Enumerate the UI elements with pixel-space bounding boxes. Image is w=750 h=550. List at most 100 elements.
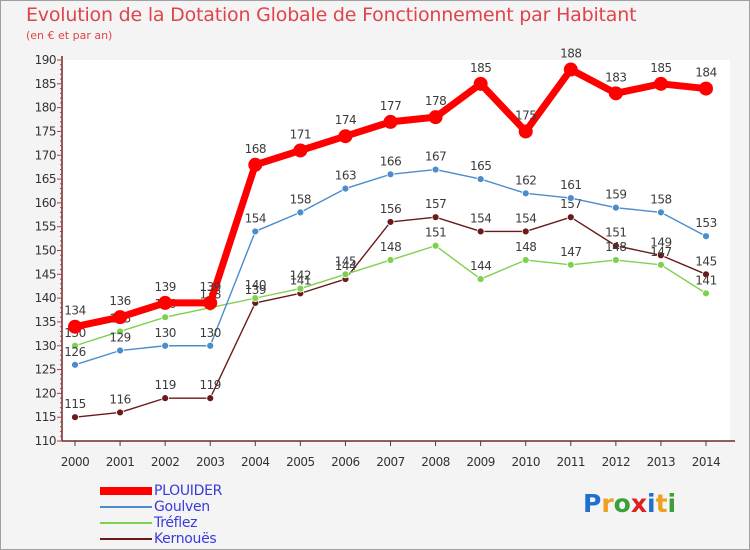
data-point-kernous xyxy=(521,227,530,236)
legend-item-plouider: PLOUIDER xyxy=(100,483,300,499)
data-point-goulven xyxy=(702,232,710,241)
data-label-goulven: 130 xyxy=(200,326,221,340)
logo-letter: o xyxy=(613,489,631,518)
x-tick-label: 2014 xyxy=(692,455,721,469)
logo-letter: x xyxy=(630,489,647,518)
chart-title: Evolution de la Dotation Globale de Fonc… xyxy=(26,4,637,26)
data-point-goulven xyxy=(251,227,260,236)
data-label-kernous: 144 xyxy=(335,259,356,273)
data-point-plouider xyxy=(158,295,173,310)
data-label-trflez: 144 xyxy=(470,259,491,273)
data-label-goulven: 158 xyxy=(650,192,671,206)
data-label-plouider: 175 xyxy=(515,108,536,122)
data-label-kernous: 156 xyxy=(380,202,401,216)
proxiti-logo: Proxiti xyxy=(583,489,676,518)
data-label-goulven: 158 xyxy=(290,192,311,206)
data-label-goulven: 130 xyxy=(154,326,175,340)
data-point-goulven xyxy=(341,184,350,193)
data-point-trflez xyxy=(566,260,575,269)
data-label-kernous: 145 xyxy=(695,254,716,268)
data-point-kernous xyxy=(566,213,575,222)
data-label-goulven: 159 xyxy=(605,188,626,202)
data-label-plouider: 136 xyxy=(109,294,130,308)
data-point-plouider xyxy=(608,86,623,101)
data-point-trflez xyxy=(161,313,170,322)
data-point-trflez xyxy=(386,256,395,264)
data-label-goulven: 165 xyxy=(470,159,491,173)
data-point-trflez xyxy=(476,275,485,283)
data-point-trflez xyxy=(521,256,530,264)
data-label-kernous: 157 xyxy=(560,197,581,211)
data-point-goulven xyxy=(386,170,395,179)
y-tick-label: 185 xyxy=(35,77,56,91)
x-tick-label: 2009 xyxy=(466,455,495,469)
y-tick-label: 110 xyxy=(35,434,56,448)
legend-label-plouider: PLOUIDER xyxy=(154,483,223,499)
data-label-plouider: 134 xyxy=(64,304,85,318)
data-label-plouider: 183 xyxy=(605,70,626,84)
data-label-kernous: 139 xyxy=(245,283,266,297)
data-label-kernous: 116 xyxy=(109,392,130,406)
legend-item-goulven: Goulven xyxy=(100,499,300,515)
data-label-trflez: 142 xyxy=(290,269,311,283)
data-label-plouider: 184 xyxy=(695,66,716,80)
data-point-plouider xyxy=(428,110,443,125)
data-label-trflez: 140 xyxy=(245,278,266,292)
data-point-plouider xyxy=(68,319,82,334)
data-point-trflez xyxy=(431,241,440,250)
data-point-kernous xyxy=(161,394,170,403)
data-label-kernous: 119 xyxy=(154,378,175,392)
data-label-plouider: 178 xyxy=(425,94,446,108)
x-tick-label: 2005 xyxy=(286,455,315,469)
data-label-plouider: 168 xyxy=(245,142,266,156)
data-point-kernous xyxy=(702,270,710,279)
logo-letter: i xyxy=(647,489,656,518)
x-tick-label: 2010 xyxy=(511,455,540,469)
data-label-kernous: 151 xyxy=(605,226,626,240)
data-label-trflez: 145 xyxy=(335,254,356,268)
data-label-plouider: 139 xyxy=(154,280,175,294)
data-label-trflez: 151 xyxy=(425,226,446,240)
x-tick-label: 2007 xyxy=(376,455,405,469)
y-tick-label: 145 xyxy=(35,267,56,281)
data-point-plouider xyxy=(113,310,128,325)
data-point-goulven xyxy=(71,360,79,369)
data-label-kernous: 119 xyxy=(200,378,221,392)
data-point-goulven xyxy=(476,175,485,183)
x-tick-label: 2000 xyxy=(61,455,90,469)
data-label-trflez: 147 xyxy=(650,245,671,259)
data-label-plouider: 185 xyxy=(650,61,671,75)
legend-swatch-plouider xyxy=(100,487,152,495)
data-point-trflez xyxy=(116,327,124,336)
data-point-goulven xyxy=(161,341,170,350)
x-tick-label: 2002 xyxy=(151,455,180,469)
data-point-goulven xyxy=(431,165,440,174)
legend-item-treflez: Tréflez xyxy=(100,515,300,531)
data-point-goulven xyxy=(116,346,124,355)
x-tick-label: 2003 xyxy=(196,455,225,469)
logo-letter: i xyxy=(667,489,677,518)
y-tick-label: 120 xyxy=(35,386,56,400)
chart-legend: PLOUIDER Goulven Tréflez Kernouës xyxy=(100,483,300,547)
data-point-kernous xyxy=(206,394,215,403)
x-tick-label: 2001 xyxy=(106,455,135,469)
data-label-trflez: 148 xyxy=(380,240,401,254)
x-tick-label: 2011 xyxy=(557,455,586,469)
legend-label-treflez: Tréflez xyxy=(154,515,198,531)
data-point-goulven xyxy=(566,194,575,203)
legend-label-goulven: Goulven xyxy=(154,499,210,515)
data-point-plouider xyxy=(473,76,488,91)
data-point-kernous xyxy=(611,241,620,250)
data-point-trflez xyxy=(657,260,665,269)
data-label-goulven: 166 xyxy=(380,154,401,168)
y-tick-label: 160 xyxy=(35,196,56,210)
data-label-trflez: 148 xyxy=(515,240,536,254)
data-label-goulven: 161 xyxy=(560,178,581,192)
data-point-trflez xyxy=(702,289,710,298)
y-tick-label: 190 xyxy=(35,53,56,67)
data-point-goulven xyxy=(611,203,620,212)
data-label-plouider: 171 xyxy=(290,127,311,141)
data-label-trflez: 148 xyxy=(605,240,626,254)
legend-swatch-treflez xyxy=(100,522,152,524)
data-point-kernous xyxy=(657,251,665,260)
